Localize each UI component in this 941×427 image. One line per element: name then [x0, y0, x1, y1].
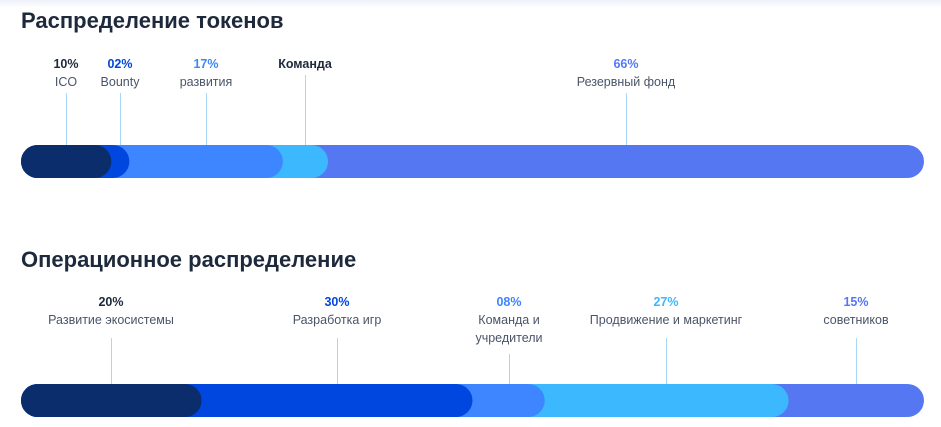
operational-distribution-bar — [21, 384, 924, 417]
value-label: 08% — [496, 295, 522, 309]
token-label-development: 17% развития — [106, 55, 306, 91]
ops-label-advisors: 15% советников — [756, 293, 941, 329]
category-label: Продвижение и маркетинг — [589, 313, 743, 327]
leader-line — [206, 93, 207, 149]
token-label-team: Команда — [205, 55, 405, 73]
leader-line — [120, 93, 121, 149]
value-label: 27% — [653, 295, 679, 309]
token-label-bounty: 02% Bounty — [20, 55, 220, 91]
token-distribution-title: Распределение токенов — [21, 8, 284, 33]
category-label: Команда — [278, 57, 332, 71]
operational-distribution-section: Операционное распределение 20% Развитие … — [0, 240, 941, 427]
value-label: 30% — [324, 295, 350, 309]
leader-line — [626, 93, 627, 149]
value-label: 17% — [193, 57, 219, 71]
category-label: развития — [179, 75, 233, 89]
ops-label-team: 08% Команда и учредители — [409, 293, 609, 347]
top-fade — [0, 0, 941, 8]
ops-label-marketing: 27% Продвижение и маркетинг — [566, 293, 766, 329]
category-label: ICO — [54, 75, 78, 89]
value-label: 10% — [53, 57, 79, 71]
category-label: Развитие экосистемы — [48, 313, 174, 327]
category-label: Разработка игр — [292, 313, 382, 327]
leader-line — [111, 338, 112, 388]
value-label: 66% — [613, 57, 639, 71]
value-label: 15% — [843, 295, 869, 309]
ops-label-ecosystem: 20% Развитие экосистемы — [11, 293, 211, 329]
leader-line — [66, 93, 67, 149]
token-label-ico: 10% ICO — [0, 55, 166, 91]
category-label: учредители — [475, 331, 543, 345]
operational-distribution-bar-svg — [21, 384, 924, 417]
leader-line — [337, 338, 338, 388]
token-distribution-bar-svg — [21, 145, 924, 178]
token-distribution-section: Распределение токенов 10% ICO 02% Bounty… — [0, 0, 941, 200]
leader-line — [856, 338, 857, 388]
leader-line — [509, 354, 510, 388]
category-label: советников — [823, 313, 889, 327]
category-label: Команда и — [478, 313, 540, 327]
operational-distribution-title: Операционное распределение — [21, 247, 357, 272]
bar-segment — [21, 145, 112, 178]
category-label: Резервный фонд — [576, 75, 676, 89]
category-label: Bounty — [100, 75, 140, 89]
token-label-reserve: 66% Резервный фонд — [526, 55, 726, 91]
leader-line — [305, 75, 306, 149]
ops-label-games: 30% Разработка игр — [237, 293, 437, 329]
value-label: 02% — [107, 57, 133, 71]
value-label: 20% — [98, 295, 124, 309]
bar-segment — [21, 384, 202, 417]
leader-line — [666, 338, 667, 388]
token-distribution-bar — [21, 145, 924, 178]
